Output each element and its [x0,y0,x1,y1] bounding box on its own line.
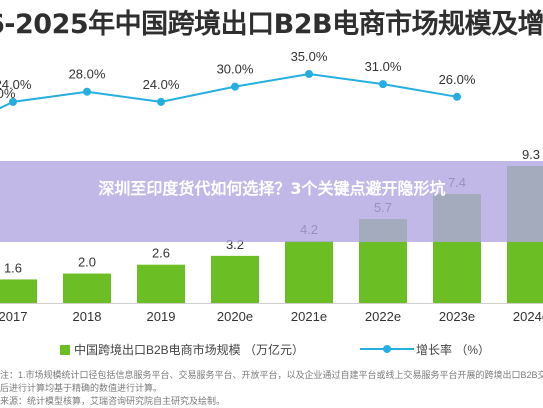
growth-value-label: 30.0% [217,62,254,77]
bar-2021e [285,241,333,303]
overlay-banner[interactable]: 深圳至印度货代如何选择？3个关键点避开隐形坑 [0,161,543,242]
growth-value-label: 26.0% [439,72,476,87]
growth-point [157,97,165,106]
x-tick-label: 2022e [365,309,401,324]
bar-2017 [0,279,37,303]
bar-value-label: 2.0 [78,255,96,270]
chart-title: 6-2025年中国跨境出口B2B电商市场规模及增 [0,9,543,40]
x-tick-label: 2018 [73,309,102,324]
growth-point [379,80,387,89]
x-tick-label: 2019 [147,309,176,324]
x-tick-label: 2023e [439,309,475,324]
legend-bar-label: 中国跨境出口B2B电商市场规模 （万亿元） [74,343,305,357]
x-tick-label: 2024e [513,309,543,324]
bar-value-label: 1.6 [4,260,22,275]
growth-value-label: 31.0% [365,59,402,74]
bar-2019 [137,264,185,303]
growth-point [453,92,461,101]
growth-point [231,82,239,91]
growth-line [0,72,458,110]
bar-value-label: 9.3 [522,147,540,162]
growth-value-label: 24.0% [143,77,180,92]
legend-line-label: 增长率 （%） [416,343,491,357]
bar-value-label: 2.6 [152,246,170,261]
growth-point [9,97,17,106]
legend-bar-swatch [60,345,70,355]
banner-title[interactable]: 深圳至印度货代如何选择？3个关键点避开隐形坑 [98,179,446,198]
growth-point [83,87,91,96]
growth-value-label: 0% [0,86,16,101]
chart-legend: 中国跨境出口B2B电商市场规模 （万亿元） 增长率 （%） [0,336,543,360]
source-line-1: 注：1.市场规模统计口径包括信息服务平台、交易服务平台、开放平台，以及企业通过自… [0,370,543,380]
x-tick-label: 2021e [291,309,327,324]
source-line-2: 后进行计算均基于精确的数值进行计算。 [0,383,163,393]
chart-canvas: 1.62.02.63.24.25.77.49.32017201820192020… [0,49,543,324]
legend-line-swatch [360,345,414,353]
bar-2018 [63,273,111,303]
x-tick-label: 2020e [217,309,253,324]
x-tick-label: 2017 [0,309,27,324]
bar-2020e [211,255,259,303]
growth-value-label: 35.0% [291,49,328,64]
source-note: 注：1.市场规模统计口径包括信息服务平台、交易服务平台、开放平台，以及企业通过自… [0,369,543,408]
growth-point [305,70,313,78]
growth-value-label: 24.0% [0,77,32,92]
growth-value-label: 28.0% [69,67,106,82]
source-line-3: 来源：统计模型核算，艾瑞咨询研究院自主研究及绘制。 [0,396,226,406]
